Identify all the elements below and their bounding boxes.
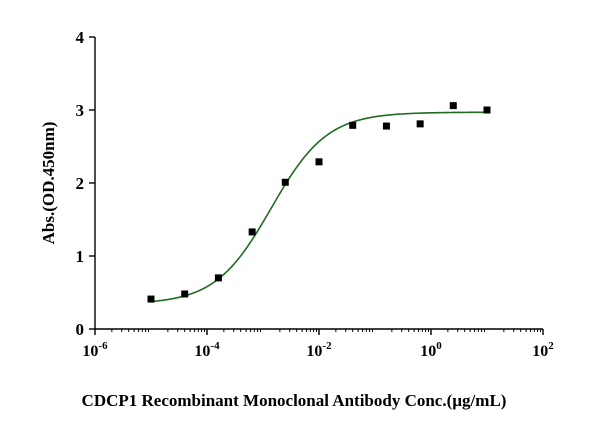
- data-point: [281, 178, 289, 186]
- x-tick-label: 10-4: [194, 340, 220, 360]
- y-tick-label: 2: [76, 174, 85, 193]
- x-tick-label: 100: [420, 340, 442, 360]
- data-point: [449, 102, 457, 110]
- fit-curve: [150, 111, 487, 303]
- x-tick-label: 102: [532, 340, 554, 360]
- y-tick-label: 3: [76, 101, 85, 120]
- data-point: [147, 295, 155, 303]
- y-tick-label: 1: [76, 247, 85, 266]
- axes: 0 1 2 3 4 10-6 10-4 10-2 100 102: [76, 28, 555, 360]
- y-axis-label: Abs.(OD.450nm): [39, 122, 58, 245]
- data-point: [181, 290, 189, 298]
- data-point: [382, 122, 390, 130]
- data-point: [416, 120, 424, 128]
- x-tick-label: 10-6: [82, 340, 108, 360]
- data-point: [349, 121, 357, 129]
- axis-labels: Abs.(OD.450nm) CDCP1 Recombinant Monoclo…: [39, 122, 506, 410]
- data-point: [315, 158, 323, 166]
- x-axis-label: CDCP1 Recombinant Monoclonal Antibody Co…: [82, 391, 507, 410]
- y-tick-label: 0: [76, 320, 85, 339]
- data-points: [147, 102, 491, 303]
- data-point: [248, 228, 256, 236]
- x-tick-label: 10-2: [306, 340, 332, 360]
- y-tick-label: 4: [76, 28, 85, 47]
- data-point: [214, 274, 222, 282]
- data-point: [483, 106, 491, 114]
